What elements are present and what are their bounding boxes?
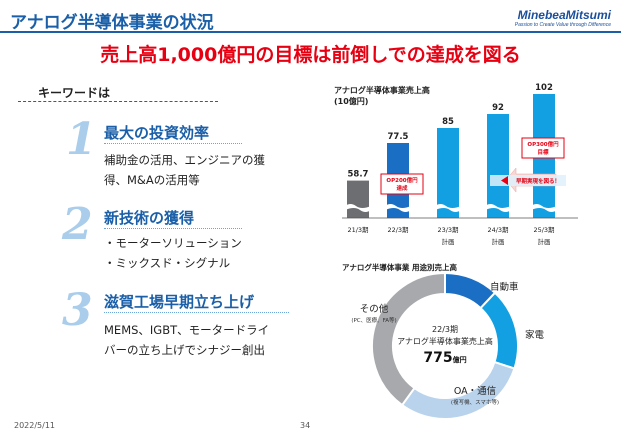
callout-text-2-1: OP300億円 xyxy=(527,140,559,148)
bar-1 xyxy=(347,180,369,218)
donut-slice-2 xyxy=(479,291,519,370)
bar-value-label-2: 77.5 xyxy=(388,132,409,142)
donut-center-period: 22/3期 xyxy=(432,325,458,334)
keyword-desc-3a: MEMS、IGBT、モータードライ xyxy=(104,323,270,337)
callout-box-1 xyxy=(380,173,424,195)
donut-slice-label-1: 自動車 xyxy=(490,281,519,293)
keyword-number-2: 2 xyxy=(62,199,93,250)
donut-slice-note-3: (複写機、スマホ等) xyxy=(451,398,499,406)
bar-category-note-3: 計画 xyxy=(442,237,455,246)
bar-category-note-4: 計画 xyxy=(492,237,505,246)
keyword-desc-1a: 補助金の活用、エンジニアの獲 xyxy=(104,153,265,167)
bar-chart-subtitle: (10億円) xyxy=(334,96,368,106)
callout-text-1-2: 達成 xyxy=(396,184,408,192)
donut-slice-label-2: 家電 xyxy=(525,329,545,341)
donut-slice-label-4: その他 xyxy=(360,303,389,315)
usage-donut-chart: アナログ半導体事業 用途別売上高 22/3期 アナログ半導体事業売上高 775億… xyxy=(342,262,545,420)
bar-value-label-4: 92 xyxy=(492,103,504,113)
footer-date: 2022/5/11 xyxy=(14,421,56,430)
bar-break-5 xyxy=(531,204,557,212)
keyword-number-1: 1 xyxy=(66,114,97,165)
donut-center-unit: 億円 xyxy=(453,355,467,364)
callout-box-2 xyxy=(521,137,565,159)
bar-4 xyxy=(487,114,509,218)
callout-text-1-1: OP200億円 xyxy=(386,176,418,184)
keyword-underline-1 xyxy=(104,143,242,144)
early-arrow-head xyxy=(501,176,508,185)
callout-text-2-2: 目標 xyxy=(537,148,549,156)
keywords-divider xyxy=(18,101,218,102)
keyword-desc-1b: 得、M&Aの活用等 xyxy=(104,173,200,187)
keyword-title-2: 新技術の獲得 xyxy=(104,209,195,227)
keyword-underline-2 xyxy=(104,228,242,229)
logo-tagline: Passion to Create Value through Differen… xyxy=(514,22,611,28)
bar-break-2 xyxy=(385,204,411,212)
donut-slice-4 xyxy=(371,271,446,407)
keyword-underline-3 xyxy=(104,312,289,313)
bar-category-label-5: 25/3期 xyxy=(533,226,555,234)
bar-category-label-3: 23/3期 xyxy=(437,226,459,234)
bar-category-label-4: 24/3期 xyxy=(487,226,509,234)
bar-break-4 xyxy=(485,204,511,212)
early-arrow-band xyxy=(490,175,566,186)
keyword-title-1: 最大の投資効率 xyxy=(104,124,210,142)
keyword-desc-2b: ・ミックスド・シグナル xyxy=(104,256,231,270)
early-arrow-label: 早期実現を図る！ xyxy=(516,177,560,185)
footer-page-number: 34 xyxy=(300,421,311,430)
donut-center-caption: アナログ半導体事業売上高 xyxy=(397,336,493,346)
donut-center-value: 775 xyxy=(423,350,452,366)
keyword-desc-3b: バーの立ち上げでシナジー創出 xyxy=(104,343,265,357)
donut-chart-title: アナログ半導体事業 用途別売上高 xyxy=(342,262,457,272)
title-divider xyxy=(0,31,621,33)
donut-slice-label-3: OA・通信 xyxy=(454,385,496,397)
bar-value-label-3: 85 xyxy=(442,117,454,127)
bar-break-1 xyxy=(345,204,371,212)
headline: 売上高1,000億円の目標は前倒しでの達成を図る xyxy=(100,44,521,66)
keyword-title-3: 滋賀工場早期立ち上げ xyxy=(104,293,255,311)
sales-bar-chart: アナログ半導体事業売上高 (10億円) 58.7 77.5 85 92 102 21/3… xyxy=(334,83,578,246)
company-logo: MinebeaMitsumi Passion to Create Value t… xyxy=(515,8,611,28)
bar-category-note-5: 計画 xyxy=(538,237,551,246)
logo-name: MinebeaMitsumi xyxy=(517,8,611,22)
page-title: アナログ半導体事業の状況 xyxy=(10,13,214,33)
bar-category-label-2: 22/3期 xyxy=(387,226,409,234)
bar-3 xyxy=(437,128,459,218)
keyword-number-3: 3 xyxy=(62,285,93,336)
keywords-label: キーワードは xyxy=(38,86,111,100)
donut-center-value-text: 775億円 xyxy=(423,350,466,366)
keyword-desc-2a: ・モーターソリューション xyxy=(104,236,242,250)
bar-break-3 xyxy=(435,204,461,212)
donut-slice-note-4: (PC、医療、FA等) xyxy=(351,316,396,324)
bar-value-label-5: 102 xyxy=(535,83,553,93)
bar-value-label-1: 58.7 xyxy=(348,170,369,180)
bar-category-label-1: 21/3期 xyxy=(347,226,369,234)
bar-chart-title: アナログ半導体事業売上高 xyxy=(334,85,430,95)
